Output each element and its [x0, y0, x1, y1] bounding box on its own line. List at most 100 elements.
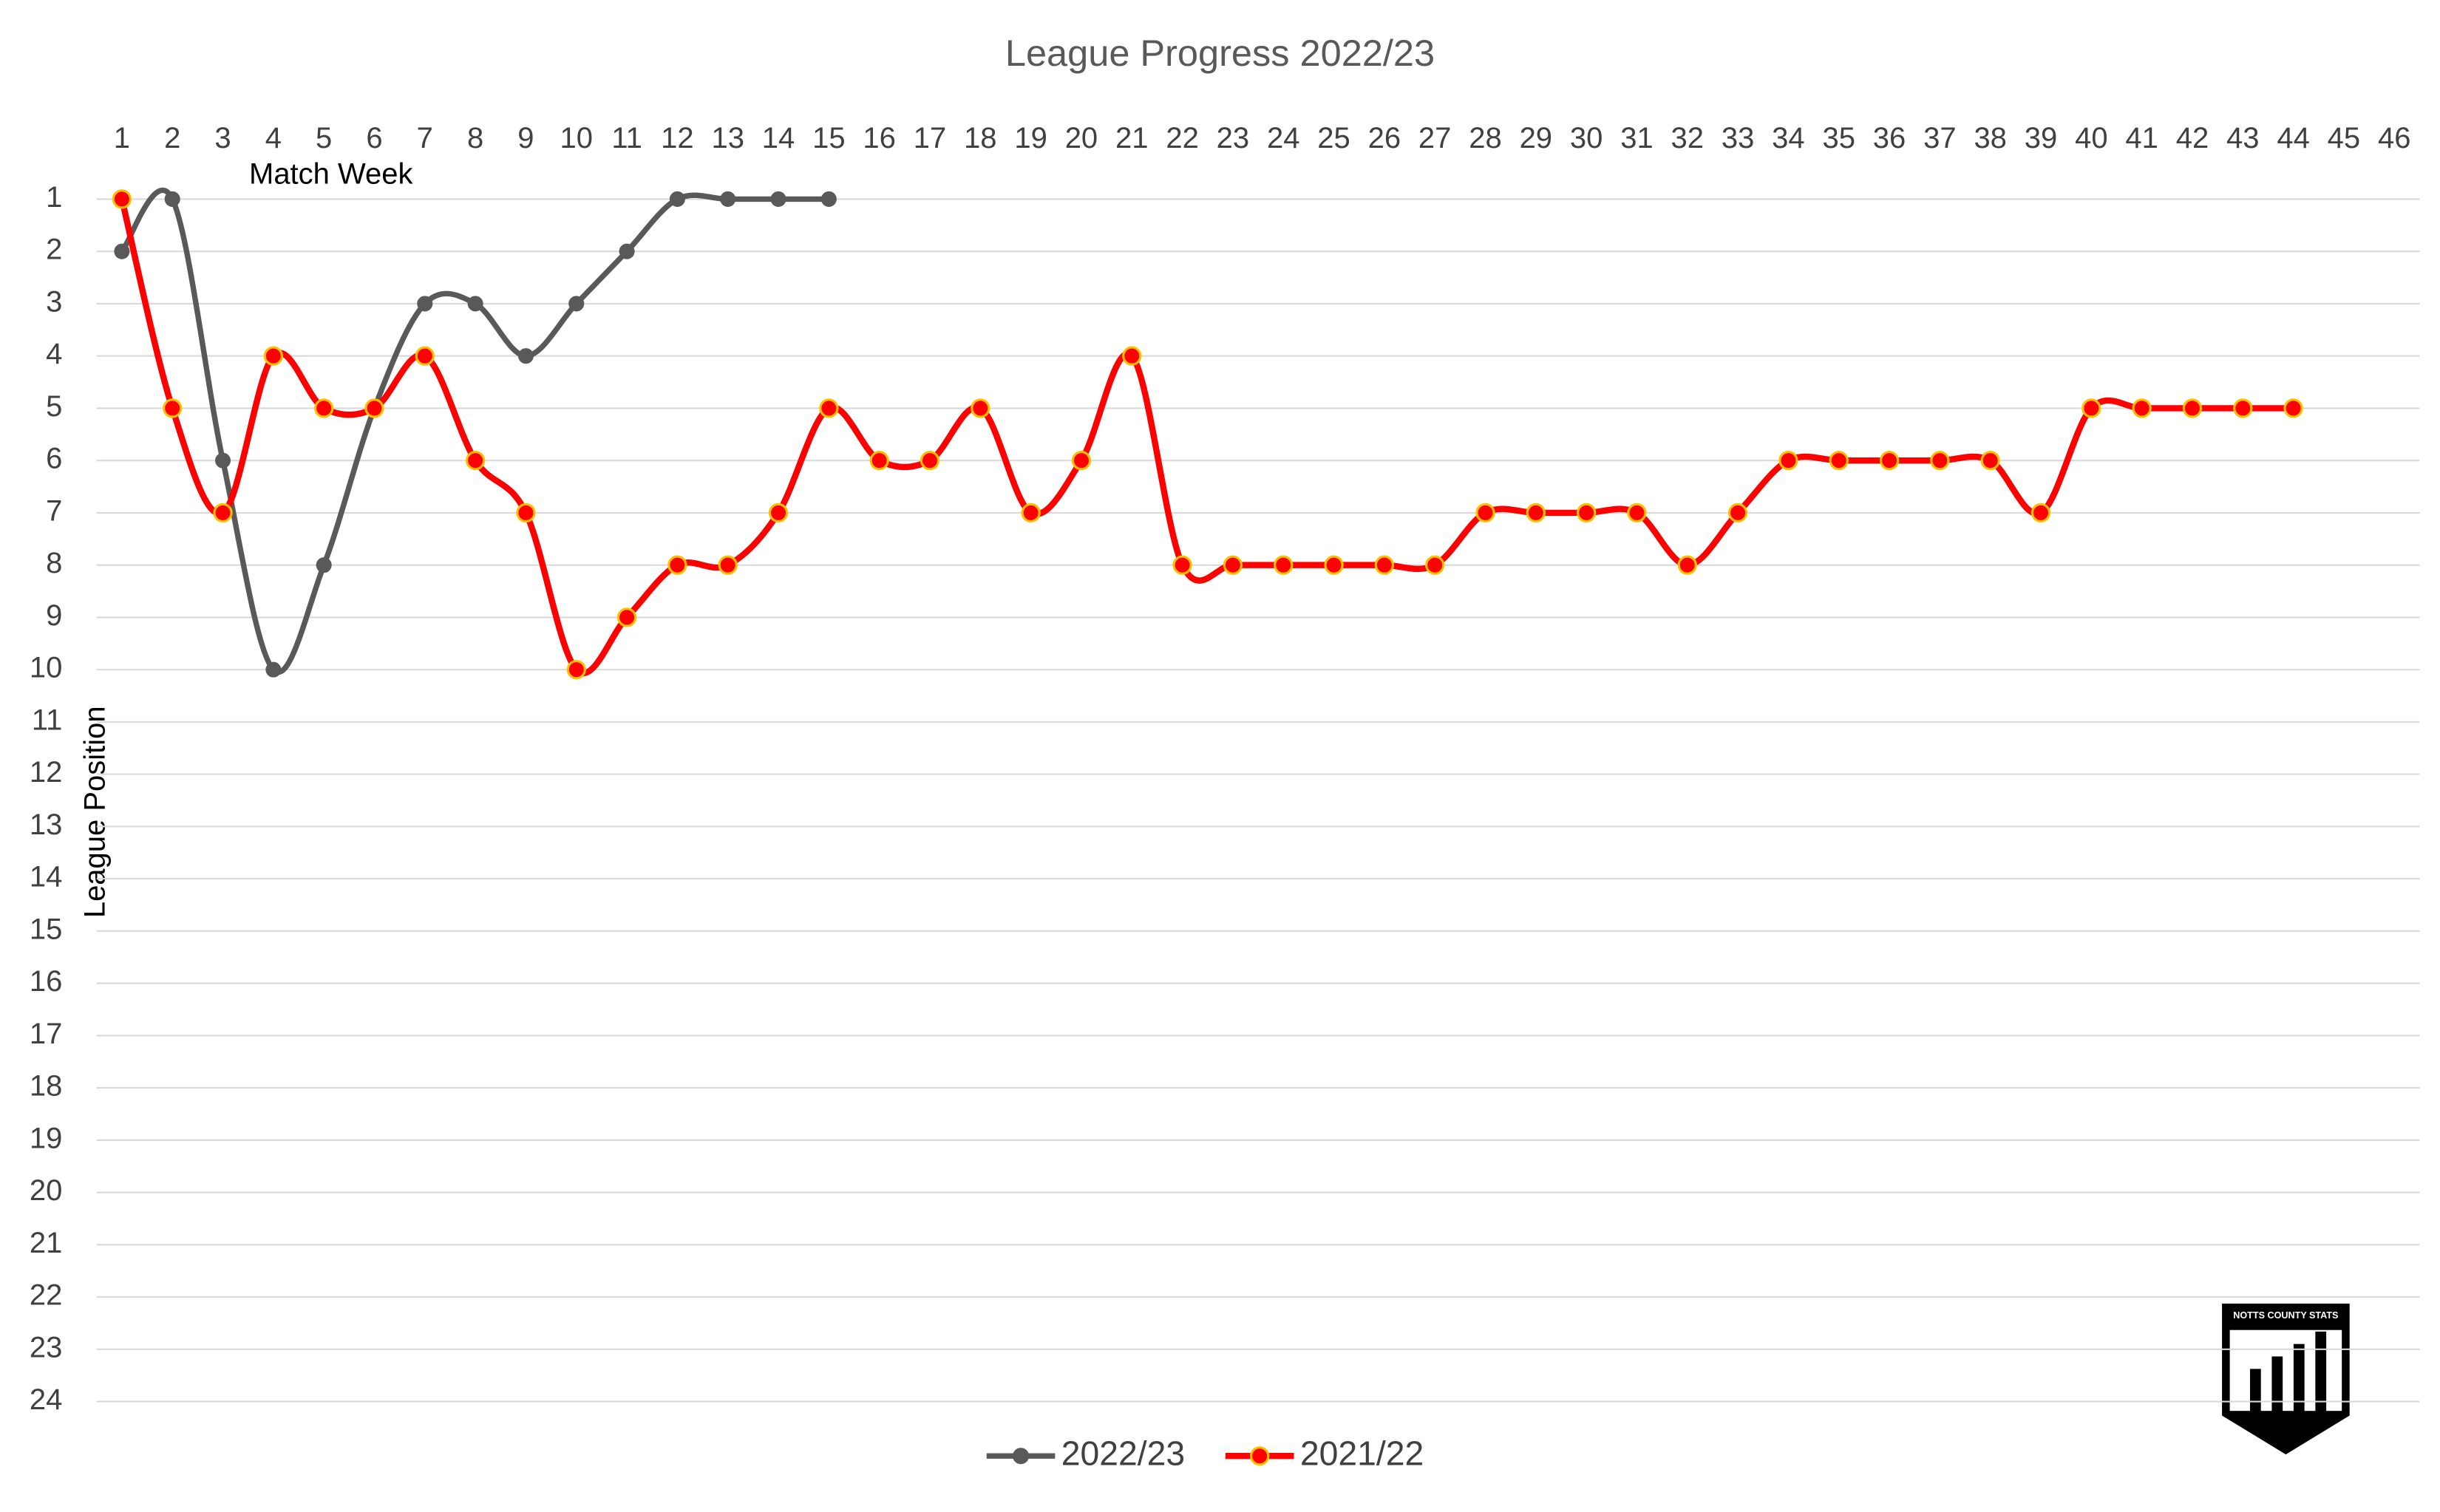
- y-tick-label: 7: [46, 494, 62, 527]
- data-point: [316, 557, 332, 573]
- legend-marker: [1013, 1448, 1030, 1465]
- y-tick-label: 12: [30, 756, 62, 789]
- y-tick-label: 20: [30, 1174, 62, 1207]
- data-point: [720, 191, 736, 207]
- y-tick-label: 5: [46, 390, 62, 423]
- data-point: [314, 398, 334, 418]
- x-tick-label: 25: [1317, 122, 1350, 154]
- y-tick-label: 10: [30, 652, 62, 684]
- logo-stripe: [2293, 1344, 2305, 1431]
- y-tick-label: 8: [46, 547, 62, 579]
- data-point: [768, 503, 789, 523]
- x-tick-label: 8: [467, 122, 483, 154]
- x-tick-label: 29: [1520, 122, 1552, 154]
- x-tick-label: 12: [661, 122, 693, 154]
- data-point: [1172, 555, 1192, 575]
- x-tick-label: 21: [1115, 122, 1148, 154]
- data-point: [465, 450, 486, 471]
- data-point: [517, 348, 534, 364]
- x-tick-label: 5: [316, 122, 332, 154]
- data-point: [1526, 503, 1546, 523]
- x-tick-label: 32: [1671, 122, 1704, 154]
- data-point: [417, 296, 433, 312]
- y-tick-label: 18: [30, 1070, 62, 1103]
- data-point: [2132, 398, 2152, 418]
- y-tick-label: 19: [30, 1122, 62, 1154]
- data-point: [568, 296, 585, 312]
- data-point: [364, 398, 384, 418]
- x-tick-label: 27: [1418, 122, 1451, 154]
- x-tick-label: 36: [1873, 122, 1906, 154]
- y-tick-label: 23: [30, 1331, 62, 1363]
- data-point: [1425, 555, 1445, 575]
- grid: [96, 198, 2420, 1403]
- data-point: [619, 243, 635, 259]
- data-point: [213, 503, 233, 523]
- y-tick-label: 11: [32, 704, 63, 736]
- legend: 2022/23 2021/22: [986, 1434, 1424, 1472]
- logo: NOTTS COUNTY STATS: [2222, 1303, 2350, 1455]
- y-tick-label: 15: [30, 913, 62, 945]
- data-point: [2283, 398, 2303, 418]
- data-point: [467, 296, 483, 312]
- data-point: [1021, 503, 1041, 523]
- y-tick-label: 21: [30, 1227, 62, 1259]
- data-point: [1223, 555, 1243, 575]
- data-point: [112, 189, 132, 209]
- y-tick-label: 9: [46, 599, 62, 632]
- data-point: [616, 607, 637, 627]
- y-tick-label: 13: [30, 808, 62, 841]
- x-tick-label: 44: [2277, 122, 2309, 154]
- data-point: [114, 243, 130, 259]
- y-tick-label: 6: [46, 443, 62, 475]
- x-tick-label: 20: [1065, 122, 1098, 154]
- x-tick-label: 38: [1974, 122, 2006, 154]
- y-tick-label: 14: [30, 861, 62, 893]
- x-tick-label: 31: [1620, 122, 1653, 154]
- x-tick-label: 16: [863, 122, 895, 154]
- data-point: [669, 191, 685, 207]
- x-tick-label: 26: [1368, 122, 1401, 154]
- logo-stripe: [2315, 1331, 2327, 1419]
- x-tick-label: 6: [366, 122, 382, 154]
- logo-text: NOTTS COUNTY STATS: [2233, 1310, 2338, 1321]
- y-tick-label: 2: [46, 234, 62, 266]
- chart-title: League Progress 2022/23: [1005, 32, 1435, 74]
- data-point: [1829, 450, 1849, 471]
- x-tick-label: 41: [2125, 122, 2158, 154]
- x-tick-label: 35: [1822, 122, 1855, 154]
- x-tick-label: 11: [611, 122, 642, 154]
- x-tick-label: 15: [812, 122, 845, 154]
- x-tick-label: 13: [711, 122, 744, 154]
- x-tick-label: 7: [417, 122, 433, 154]
- data-point: [1071, 450, 1092, 471]
- x-tick-label: 18: [964, 122, 996, 154]
- x-tick-label: 1: [114, 122, 130, 154]
- x-tick-label: 9: [517, 122, 534, 154]
- x-tick-label: 19: [1014, 122, 1047, 154]
- data-point: [2182, 398, 2203, 418]
- x-tick-label: 46: [2378, 122, 2410, 154]
- x-tick-label: 30: [1570, 122, 1603, 154]
- x-tick-label: 43: [2226, 122, 2259, 154]
- x-tick-label: 10: [560, 122, 593, 154]
- x-tick-label: 42: [2176, 122, 2209, 154]
- data-point: [1627, 503, 1647, 523]
- legend-label: 2021/22: [1300, 1434, 1424, 1472]
- series: [114, 188, 837, 678]
- x-tick-label: 17: [914, 122, 946, 154]
- data-point: [1727, 503, 1748, 523]
- x-tick-label: 4: [265, 122, 282, 154]
- x-axis-label: Match Week: [249, 157, 413, 190]
- data-point: [263, 346, 284, 366]
- y-tick-label: 16: [30, 965, 62, 998]
- data-point: [667, 555, 687, 575]
- data-point: [265, 661, 282, 678]
- x-tick-label: 34: [1772, 122, 1804, 154]
- x-tick-label: 14: [762, 122, 795, 154]
- x-tick-label: 40: [2075, 122, 2107, 154]
- data-point: [1576, 503, 1597, 523]
- data-point: [1879, 450, 1900, 471]
